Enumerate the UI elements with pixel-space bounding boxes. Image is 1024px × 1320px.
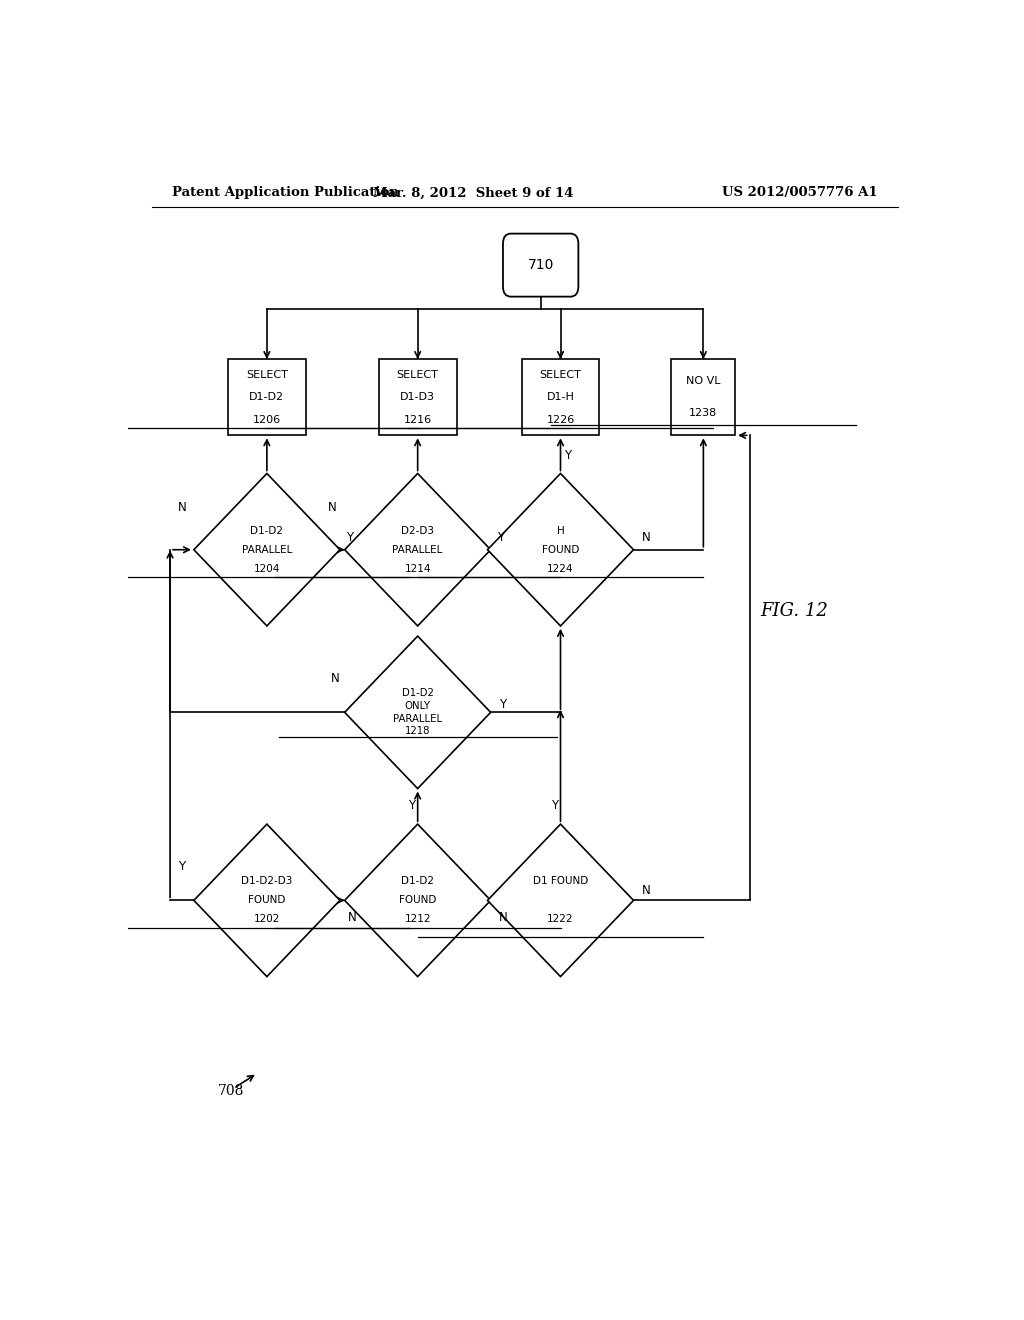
Text: Y: Y bbox=[408, 800, 415, 812]
Text: 1226: 1226 bbox=[547, 414, 574, 425]
Text: Y: Y bbox=[497, 531, 504, 544]
Text: SELECT: SELECT bbox=[246, 370, 288, 380]
Text: H: H bbox=[557, 525, 564, 536]
Text: US 2012/0057776 A1: US 2012/0057776 A1 bbox=[722, 186, 878, 199]
Text: N: N bbox=[348, 911, 356, 924]
FancyBboxPatch shape bbox=[503, 234, 579, 297]
Text: Y: Y bbox=[499, 698, 506, 710]
Text: 1212: 1212 bbox=[404, 915, 431, 924]
Text: 1224: 1224 bbox=[547, 564, 573, 574]
Text: N: N bbox=[499, 911, 507, 924]
Text: PARALLEL: PARALLEL bbox=[242, 545, 292, 554]
Bar bbox=[379, 359, 457, 436]
Text: D1-D2: D1-D2 bbox=[401, 688, 433, 698]
Text: D1-D2-D3: D1-D2-D3 bbox=[242, 876, 293, 886]
Bar bbox=[521, 359, 599, 436]
Text: N: N bbox=[641, 531, 650, 544]
Text: 1204: 1204 bbox=[254, 564, 281, 574]
Text: D2-D3: D2-D3 bbox=[401, 525, 434, 536]
Text: 710: 710 bbox=[527, 259, 554, 272]
Text: D1-D3: D1-D3 bbox=[400, 392, 435, 403]
Text: 708: 708 bbox=[218, 1085, 245, 1098]
Text: Y: Y bbox=[564, 449, 571, 462]
Text: FOUND: FOUND bbox=[248, 895, 286, 906]
Text: FOUND: FOUND bbox=[399, 895, 436, 906]
Text: 1222: 1222 bbox=[547, 915, 573, 924]
Polygon shape bbox=[194, 474, 340, 626]
Text: SELECT: SELECT bbox=[396, 370, 438, 380]
Text: D1-D2: D1-D2 bbox=[249, 392, 285, 403]
Text: PARALLEL: PARALLEL bbox=[392, 545, 442, 554]
Text: N: N bbox=[177, 502, 186, 515]
Text: 1216: 1216 bbox=[403, 414, 432, 425]
Text: PARALLEL: PARALLEL bbox=[393, 714, 442, 723]
Polygon shape bbox=[487, 474, 634, 626]
Text: D1-H: D1-H bbox=[547, 392, 574, 403]
Text: D1-D2: D1-D2 bbox=[401, 876, 434, 886]
Text: SELECT: SELECT bbox=[540, 370, 582, 380]
Text: ONLY: ONLY bbox=[404, 701, 431, 711]
Text: N: N bbox=[641, 883, 650, 896]
Text: Y: Y bbox=[178, 859, 185, 873]
Text: Patent Application Publication: Patent Application Publication bbox=[172, 186, 398, 199]
Text: Y: Y bbox=[551, 800, 558, 812]
Bar bbox=[228, 359, 306, 436]
Polygon shape bbox=[345, 474, 490, 626]
Text: D1-D2: D1-D2 bbox=[251, 525, 284, 536]
Text: FOUND: FOUND bbox=[542, 545, 580, 554]
Bar bbox=[672, 359, 735, 436]
Polygon shape bbox=[345, 636, 490, 788]
Text: FIG. 12: FIG. 12 bbox=[761, 602, 828, 619]
Text: 1202: 1202 bbox=[254, 915, 281, 924]
Polygon shape bbox=[194, 824, 340, 977]
Text: Mar. 8, 2012  Sheet 9 of 14: Mar. 8, 2012 Sheet 9 of 14 bbox=[373, 186, 573, 199]
Text: 1218: 1218 bbox=[404, 726, 430, 737]
Text: 1206: 1206 bbox=[253, 414, 281, 425]
Text: Y: Y bbox=[346, 531, 353, 544]
Polygon shape bbox=[345, 824, 490, 977]
Text: 1238: 1238 bbox=[689, 408, 718, 418]
Polygon shape bbox=[487, 824, 634, 977]
Text: D1 FOUND: D1 FOUND bbox=[532, 876, 588, 886]
Text: NO VL: NO VL bbox=[686, 376, 721, 387]
Text: N: N bbox=[331, 672, 340, 685]
Text: N: N bbox=[329, 502, 337, 515]
Text: 1214: 1214 bbox=[404, 564, 431, 574]
